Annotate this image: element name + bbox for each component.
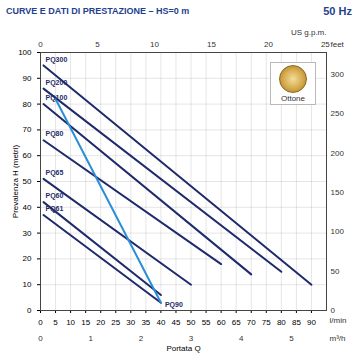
html-text:CURVE E DATI DI PRESTAZIONE –: CURVE E DATI DI PRESTAZIONE – HS=0 m: [6, 6, 190, 16]
svg-text:0: 0: [38, 334, 43, 343]
svg-text:20: 20: [96, 318, 105, 327]
html-text:Ottone: Ottone: [281, 94, 305, 103]
svg-text:PQ80: PQ80: [46, 130, 64, 138]
svg-text:45: 45: [172, 318, 181, 327]
svg-text:300: 300: [331, 70, 345, 79]
svg-text:PQ90: PQ90: [165, 301, 183, 309]
svg-text:30: 30: [23, 229, 32, 238]
svg-text:25: 25: [321, 40, 330, 49]
svg-text:100: 100: [18, 48, 32, 57]
svg-text:200: 200: [331, 149, 345, 158]
svg-text:US g.p.m.: US g.p.m.: [291, 28, 327, 37]
svg-text:80: 80: [23, 100, 32, 109]
svg-text:5: 5: [95, 40, 100, 49]
svg-text:40: 40: [23, 203, 32, 212]
svg-text:35: 35: [141, 318, 150, 327]
svg-text:50: 50: [331, 267, 340, 276]
svg-text:10: 10: [23, 280, 32, 289]
svg-text:30: 30: [126, 318, 135, 327]
svg-text:5: 5: [53, 318, 58, 327]
svg-text:85: 85: [292, 318, 301, 327]
svg-text:20: 20: [23, 254, 32, 263]
svg-text:PQ65: PQ65: [46, 169, 64, 177]
svg-text:65: 65: [232, 318, 241, 327]
svg-text:l/min: l/min: [330, 316, 347, 325]
svg-text:feet: feet: [331, 40, 345, 49]
svg-text:80: 80: [277, 318, 286, 327]
svg-text:Portata Q: Portata Q: [166, 344, 200, 353]
svg-text:PQ100: PQ100: [46, 94, 68, 102]
svg-text:90: 90: [23, 74, 32, 83]
svg-text:40: 40: [156, 318, 165, 327]
svg-text:60: 60: [23, 151, 32, 160]
html-text:50 Hz: 50 Hz: [323, 5, 352, 17]
svg-text:75: 75: [262, 318, 271, 327]
svg-text:PQ300: PQ300: [46, 56, 68, 64]
svg-text:60: 60: [217, 318, 226, 327]
svg-text:4: 4: [239, 334, 244, 343]
svg-text:0: 0: [38, 318, 43, 327]
svg-text:1: 1: [88, 334, 93, 343]
svg-text:5: 5: [289, 334, 294, 343]
svg-text:Prevalenza H (metri): Prevalenza H (metri): [11, 144, 20, 218]
svg-text:50: 50: [187, 318, 196, 327]
svg-text:PQ60: PQ60: [46, 192, 64, 200]
svg-text:0: 0: [38, 40, 43, 49]
svg-text:90: 90: [307, 318, 316, 327]
svg-text:50: 50: [23, 177, 32, 186]
svg-text:250: 250: [331, 109, 345, 118]
svg-text:15: 15: [81, 318, 90, 327]
svg-text:55: 55: [202, 318, 211, 327]
svg-text:2: 2: [139, 334, 144, 343]
svg-text:70: 70: [23, 125, 32, 134]
svg-text:0: 0: [331, 306, 336, 315]
svg-text:25: 25: [111, 318, 120, 327]
svg-text:0: 0: [27, 306, 32, 315]
svg-text:PQ200: PQ200: [46, 79, 68, 87]
svg-text:3: 3: [189, 334, 194, 343]
svg-text:100: 100: [331, 227, 345, 236]
svg-text:10: 10: [66, 318, 75, 327]
svg-text:PQ61: PQ61: [46, 205, 64, 213]
svg-text:70: 70: [247, 318, 256, 327]
svg-text:10: 10: [150, 40, 159, 49]
svg-text:m³/h: m³/h: [330, 334, 346, 343]
svg-text:150: 150: [331, 188, 345, 197]
svg-text:20: 20: [264, 40, 273, 49]
svg-text:15: 15: [207, 40, 216, 49]
